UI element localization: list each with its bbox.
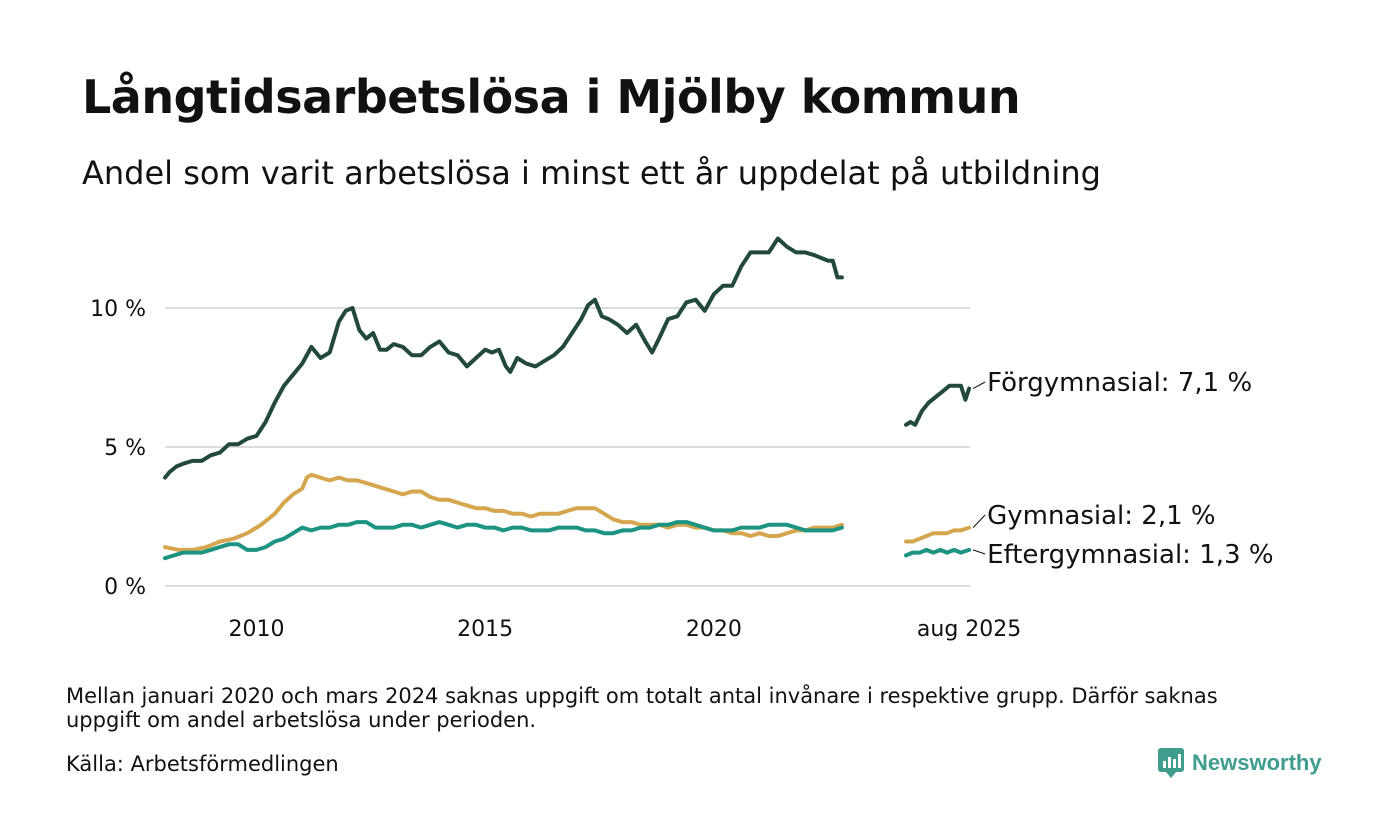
- series-end-label-f-rgymnasial: Förgymnasial: 7,1 %: [987, 368, 1252, 398]
- chart-title: Långtidsarbetslösa i Mjölby kommun: [82, 70, 1021, 124]
- newsworthy-logo-icon: [1158, 748, 1184, 778]
- x-tick-label: aug 2025: [917, 617, 1021, 642]
- series-line-eftergymnasial-recent: [904, 547, 972, 558]
- line-chart: 0 % 5 % 10 % 2010 2015 2020 aug 2025 Förgymnas…: [90, 236, 1274, 642]
- y-tick-label: 0 %: [104, 575, 146, 600]
- label-leader-line: [972, 549, 986, 555]
- x-tick-label: 2010: [228, 617, 284, 642]
- y-tick-label: 10 %: [90, 297, 146, 322]
- series-line-f-rgymnasial-recent: [904, 383, 972, 427]
- brand-name: Newsworthy: [1192, 750, 1322, 775]
- series-end-label-gymnasial: Gymnasial: 2,1 %: [987, 501, 1216, 531]
- chart-note: Mellan januari 2020 och mars 2024 saknas…: [66, 684, 1218, 732]
- chart-subtitle: Andel som varit arbetslösa i minst ett å…: [82, 154, 1101, 192]
- label-leader-line: [972, 514, 986, 528]
- x-tick-label: 2015: [457, 617, 513, 642]
- label-leader-line: [972, 381, 986, 390]
- source-note: Källa: Arbetsförmedlingen: [66, 752, 339, 776]
- newsworthy-logo: Newsworthy: [1158, 746, 1322, 780]
- series-line-f-rgymnasial: [163, 236, 844, 480]
- series-line-eftergymnasial: [163, 520, 844, 561]
- series-line-gymnasial: [163, 472, 844, 552]
- series-end-label-eftergymnasial: Eftergymnasial: 1,3 %: [987, 540, 1273, 570]
- x-tick-label: 2020: [686, 617, 742, 642]
- series-line-gymnasial-recent: [904, 525, 972, 544]
- y-tick-label: 5 %: [104, 436, 146, 461]
